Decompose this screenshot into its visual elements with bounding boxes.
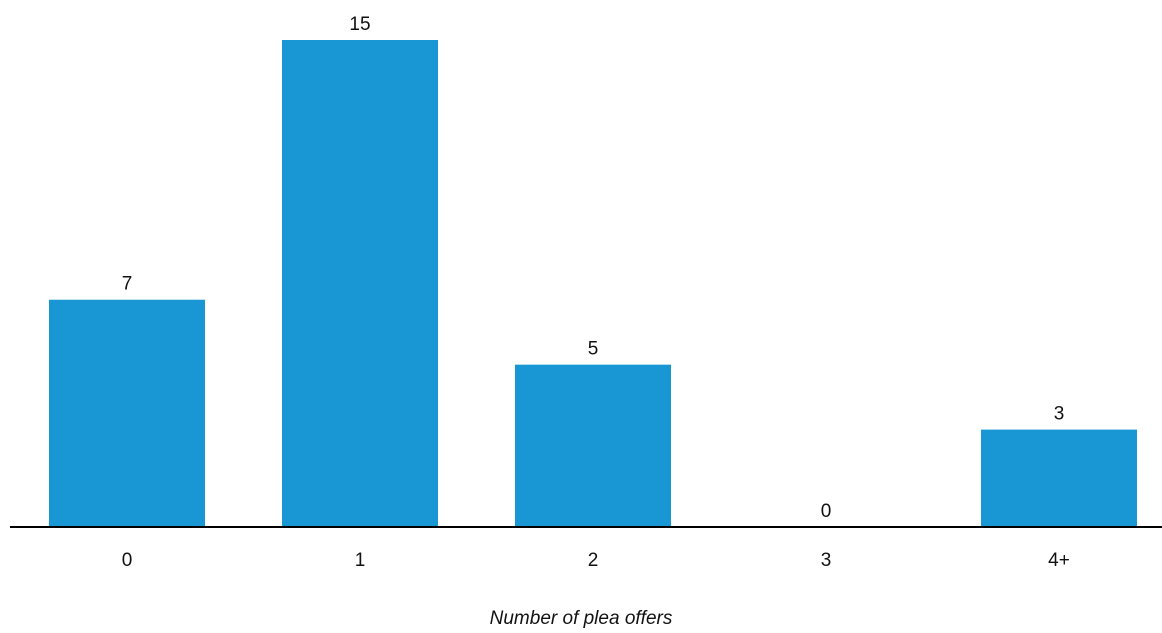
data-label-3: 0 [821, 501, 832, 522]
data-label-4+: 3 [1054, 404, 1065, 425]
x-tick-label-4+: 4+ [1048, 550, 1070, 571]
bars-layer [49, 40, 1137, 527]
x-axis-title: Number of plea offers [489, 608, 673, 629]
data-label-2: 5 [588, 339, 599, 360]
bar-0 [49, 299, 205, 527]
data-label-1: 15 [349, 14, 370, 35]
x-tick-label-3: 3 [821, 550, 832, 571]
bar-1 [282, 40, 438, 527]
data-labels-layer: 7 15 5 0 3 [122, 14, 1065, 522]
x-tick-labels-layer: 0 1 2 3 4+ [122, 550, 1070, 571]
x-tick-label-1: 1 [355, 550, 366, 571]
x-tick-label-2: 2 [588, 550, 599, 571]
data-label-0: 7 [122, 274, 133, 295]
bar-2 [515, 364, 671, 527]
x-tick-label-0: 0 [122, 550, 133, 571]
bar-4+ [981, 429, 1137, 527]
